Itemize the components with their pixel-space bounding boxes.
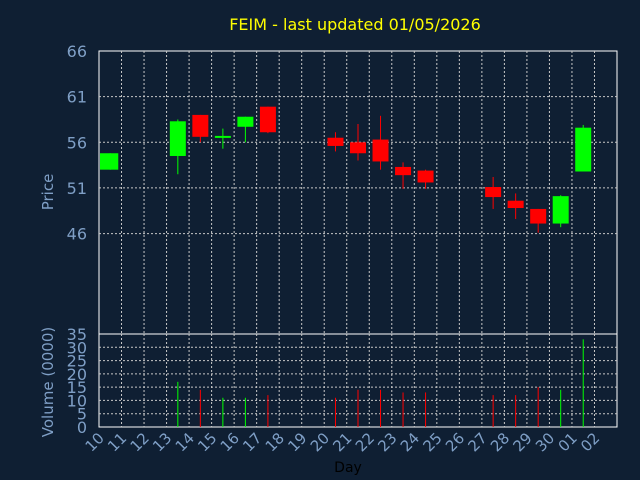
price-axis: 46 51 56 61 66 — [67, 42, 87, 244]
candle-body — [485, 187, 502, 198]
candle-body — [192, 114, 209, 137]
price-tick-label: 66 — [67, 42, 87, 61]
candle-body — [327, 137, 344, 146]
volume-tick-label: 30 — [67, 338, 87, 357]
volume-tick-label: 20 — [67, 365, 87, 384]
price-tick-label: 46 — [67, 225, 87, 244]
volume-tick-label: 10 — [67, 391, 87, 410]
candle-body — [100, 153, 119, 170]
candle-body — [395, 166, 412, 176]
candle-body — [507, 200, 524, 209]
volume-tick-label: 35 — [67, 325, 87, 344]
price-tick-label: 56 — [67, 133, 87, 152]
candle-body — [169, 121, 186, 156]
volume-tick-label: 0 — [77, 418, 87, 437]
volume-tick-label: 15 — [67, 378, 87, 397]
x-axis: 1011121314151617181920212223242526272829… — [82, 429, 604, 455]
candle-body — [259, 106, 276, 133]
candle-body — [530, 208, 547, 224]
volume-bars-layer — [177, 339, 584, 427]
candle-body — [350, 142, 366, 154]
price-axis-label: Price — [39, 174, 57, 211]
volume-tick-label: 5 — [77, 405, 87, 424]
volume-axis-label: Volume (0000) — [39, 327, 57, 437]
price-tick-label: 61 — [67, 88, 87, 107]
chart-title: FEIM - last updated 01/05/2026 — [229, 15, 481, 34]
candle-body — [237, 116, 254, 127]
candle-body — [552, 196, 569, 224]
price-grid — [99, 51, 617, 334]
candles-layer — [100, 106, 592, 233]
x-axis-label: Day — [334, 460, 362, 476]
x-tick-label: 02 — [577, 429, 603, 455]
price-panel — [98, 50, 618, 335]
volume-grid — [99, 334, 617, 427]
candle-body — [575, 127, 592, 172]
candle-body — [372, 139, 389, 162]
candle-body — [214, 135, 231, 138]
volume-tick-label: 25 — [67, 352, 87, 371]
price-tick-label: 51 — [67, 179, 87, 198]
candle-body — [417, 170, 434, 183]
